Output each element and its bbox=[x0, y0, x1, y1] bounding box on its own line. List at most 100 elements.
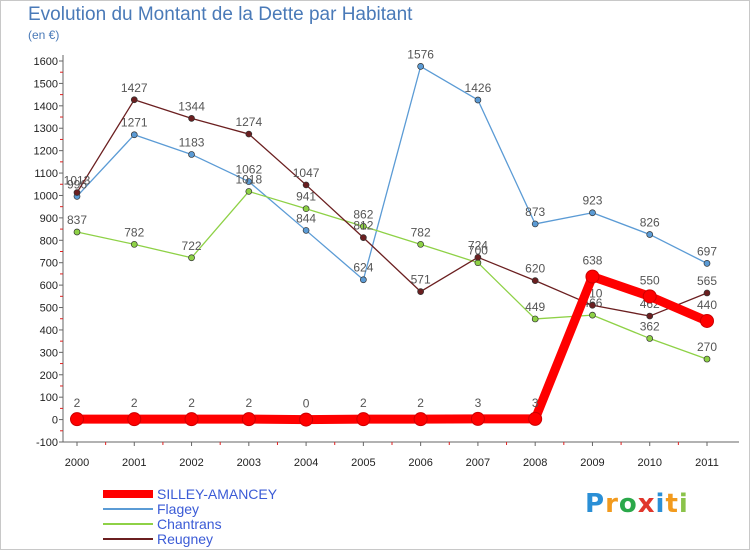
logo-letter: t bbox=[665, 489, 679, 519]
data-point-reugney bbox=[646, 312, 654, 320]
data-point-reugney bbox=[302, 181, 310, 189]
data-label-flagey: 1062 bbox=[235, 163, 262, 177]
data-point-reugney bbox=[245, 130, 253, 138]
data-label-chantrans: 270 bbox=[697, 340, 717, 354]
series-line-flagey bbox=[76, 65, 708, 281]
data-point-silley-amancey bbox=[413, 412, 428, 427]
data-point-chantrans bbox=[360, 223, 367, 230]
data-point-silley-amancey bbox=[184, 412, 199, 427]
x-tick-label: 2001 bbox=[122, 457, 146, 469]
data-label-chantrans: 1018 bbox=[235, 172, 262, 186]
proxiti-logo: Proxiti bbox=[585, 489, 689, 519]
chart-subtitle: (en €) bbox=[28, 28, 60, 42]
data-label-flagey: 1426 bbox=[465, 81, 492, 95]
data-label-chantrans: 941 bbox=[296, 190, 316, 204]
data-label-chantrans: 862 bbox=[353, 207, 373, 221]
data-point-reugney bbox=[73, 189, 81, 196]
data-label-reugney: 1344 bbox=[178, 99, 205, 113]
y-tick-label: 1300 bbox=[34, 123, 58, 135]
y-tick-label: 200 bbox=[40, 370, 58, 382]
data-label-silley-amancey: 2 bbox=[417, 396, 424, 410]
y-tick-label: 900 bbox=[40, 213, 58, 225]
data-label-flagey: 1183 bbox=[179, 135, 205, 149]
data-label-silley-amancey: 3 bbox=[532, 396, 539, 410]
data-label-reugney: 565 bbox=[697, 274, 717, 288]
data-label-silley-amancey: 638 bbox=[582, 254, 602, 268]
data-point-flagey bbox=[417, 63, 424, 70]
data-point-flagey bbox=[360, 276, 367, 284]
data-point-flagey bbox=[130, 131, 138, 139]
x-tick-label: 2010 bbox=[637, 457, 661, 469]
y-tick-label: -100 bbox=[36, 437, 58, 449]
data-label-silley-amancey: 2 bbox=[360, 396, 367, 410]
data-point-silley-amancey bbox=[70, 412, 84, 427]
data-point-silley-amancey bbox=[528, 411, 543, 426]
data-label-reugney: 1013 bbox=[64, 174, 91, 188]
data-label-silley-amancey: 2 bbox=[188, 396, 195, 410]
data-point-silley-amancey bbox=[299, 412, 314, 427]
data-label-silley-amancey: 2 bbox=[131, 396, 138, 410]
logo-letter: P bbox=[585, 489, 606, 519]
logo-letter: i bbox=[678, 489, 689, 519]
data-point-reugney bbox=[360, 234, 367, 241]
y-tick-label: 1200 bbox=[34, 146, 58, 158]
data-point-silley-amancey bbox=[127, 412, 142, 427]
data-label-silley-amancey: 550 bbox=[640, 273, 660, 287]
series-line-silley-amancey bbox=[72, 272, 712, 425]
data-point-chantrans bbox=[130, 240, 138, 248]
chart-title: Evolution du Montant de la Dette par Hab… bbox=[28, 4, 413, 25]
x-tick-label: 2009 bbox=[580, 457, 604, 469]
data-point-chantrans bbox=[302, 205, 310, 213]
logo-letter: x bbox=[637, 489, 656, 519]
x-tick-label: 2008 bbox=[523, 457, 547, 469]
data-label-silley-amancey: 2 bbox=[74, 396, 81, 410]
data-label-reugney: 1274 bbox=[235, 115, 262, 129]
data-label-flagey: 844 bbox=[296, 211, 316, 225]
data-point-flagey bbox=[302, 227, 310, 234]
data-label-reugney: 724 bbox=[468, 238, 488, 252]
data-point-chantrans bbox=[188, 254, 195, 262]
logo-letter: r bbox=[605, 489, 619, 519]
legend-label-chantrans: Chantrans bbox=[157, 516, 222, 532]
x-tick-label: 2011 bbox=[695, 457, 719, 469]
data-point-silley-amancey bbox=[700, 313, 714, 328]
data-point-chantrans bbox=[589, 311, 596, 319]
data-label-chantrans: 449 bbox=[525, 300, 545, 314]
data-label-flagey: 697 bbox=[697, 244, 717, 258]
y-tick-label: 1100 bbox=[34, 168, 58, 180]
data-label-chantrans: 722 bbox=[182, 239, 202, 253]
data-point-chantrans bbox=[703, 355, 711, 363]
y-tick-label: 1000 bbox=[34, 190, 58, 202]
x-tick-label: 2005 bbox=[351, 457, 375, 469]
x-tick-label: 2006 bbox=[408, 457, 432, 469]
data-point-chantrans bbox=[73, 228, 81, 236]
data-point-reugney bbox=[589, 301, 596, 309]
y-tick-label: 500 bbox=[40, 303, 58, 315]
data-point-silley-amancey bbox=[642, 289, 657, 304]
series-line-reugney bbox=[76, 99, 708, 317]
data-point-chantrans bbox=[531, 315, 539, 323]
data-label-flagey: 1576 bbox=[407, 47, 434, 61]
data-point-chantrans bbox=[417, 240, 424, 248]
data-point-reugney bbox=[130, 96, 138, 104]
x-tick-label: 2002 bbox=[179, 457, 203, 469]
data-label-reugney: 571 bbox=[411, 273, 431, 287]
data-point-reugney bbox=[531, 277, 539, 284]
y-tick-label: 0 bbox=[52, 415, 58, 427]
logo-letter: o bbox=[618, 489, 638, 519]
data-label-reugney: 1047 bbox=[293, 166, 320, 180]
data-label-reugney: 620 bbox=[525, 262, 545, 276]
x-tick-label: 2003 bbox=[237, 457, 261, 469]
y-tick-label: 1400 bbox=[34, 101, 58, 113]
y-tick-label: 600 bbox=[40, 280, 58, 292]
data-point-silley-amancey bbox=[241, 412, 256, 427]
data-point-reugney bbox=[703, 289, 711, 297]
data-point-flagey bbox=[474, 96, 482, 104]
data-label-flagey: 624 bbox=[353, 261, 373, 275]
data-point-chantrans bbox=[646, 335, 654, 342]
legend-swatch-silley-amancey bbox=[103, 490, 153, 498]
legend-label-flagey: Flagey bbox=[157, 501, 199, 517]
data-label-silley-amancey: 0 bbox=[303, 397, 310, 411]
data-label-silley-amancey: 3 bbox=[475, 396, 482, 410]
